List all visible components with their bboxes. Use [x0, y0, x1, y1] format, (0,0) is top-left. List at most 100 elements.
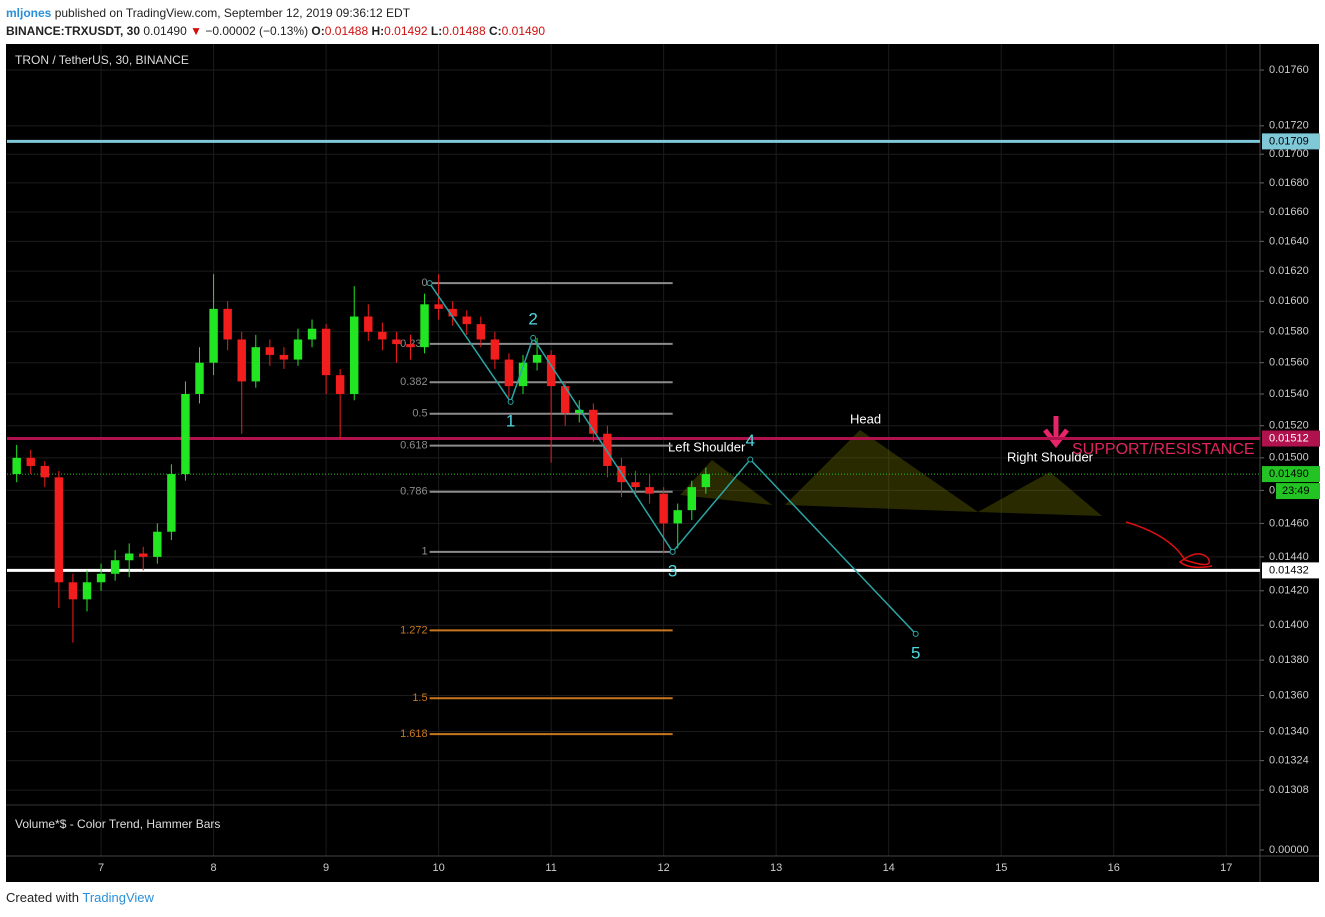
y-tick-label: 0.01540 — [1269, 388, 1309, 400]
x-tick-label: 7 — [98, 862, 104, 874]
candle-body — [139, 553, 148, 557]
brand: TradingView — [82, 890, 154, 905]
y-tick-label: 0.01440 — [1269, 551, 1309, 563]
wave-label: 5 — [911, 643, 920, 662]
price-box-label: 0.01490 — [1269, 468, 1309, 480]
y-tick-label: 0.01340 — [1269, 725, 1309, 737]
y-tick-label: 0.01324 — [1269, 755, 1309, 767]
wave-point — [912, 630, 919, 637]
author: mljones — [6, 6, 52, 20]
x-tick-label: 9 — [323, 862, 329, 874]
right-shoulder-shape — [978, 472, 1102, 516]
candle-body — [673, 510, 682, 524]
chart-bg — [6, 44, 1319, 882]
chart-title: TRON / TetherUS, 30, BINANCE — [15, 53, 189, 67]
x-tick-label: 12 — [658, 862, 670, 874]
wave-line — [428, 282, 917, 635]
candle-body — [12, 457, 21, 475]
y-tick-label: 0.01420 — [1269, 585, 1309, 597]
candle-body — [532, 354, 542, 363]
candle-body — [392, 339, 401, 345]
y-tick-label: 0.00000 — [1269, 844, 1309, 856]
header-line: mljones published on TradingView.com, Se… — [6, 4, 545, 22]
price-box — [1262, 133, 1320, 150]
candle-body — [307, 328, 317, 340]
candle-body — [490, 339, 500, 360]
wave-label: 2 — [528, 309, 537, 328]
candle-body — [223, 308, 232, 340]
candle-body — [96, 573, 106, 583]
price-box — [1262, 466, 1320, 483]
candle-body — [293, 339, 303, 360]
y-tick-label: 0.01400 — [1269, 619, 1309, 631]
header: mljones published on TradingView.com, Se… — [6, 4, 545, 40]
chart: TRON / TetherUS, 30, BINANCE Volume*$ - … — [6, 44, 1320, 882]
arrow-down — [1043, 416, 1069, 449]
candle-body — [462, 316, 471, 325]
candle-body — [54, 477, 64, 583]
candle-body — [575, 409, 584, 413]
candle-body — [434, 304, 443, 309]
y-tick-label: 0.01660 — [1269, 206, 1309, 218]
x-tick-label: 16 — [1108, 862, 1120, 874]
grid — [7, 44, 1260, 856]
c-label: C: — [488, 24, 502, 38]
annotation: Left Shoulder — [668, 439, 746, 454]
published: published on TradingView.com, September … — [54, 6, 411, 20]
candle-body — [237, 339, 246, 382]
candle-body — [504, 359, 514, 387]
y-tick-label: 0.01460 — [1269, 517, 1309, 529]
annotation: Right Shoulder — [1007, 449, 1094, 464]
candle-body — [560, 386, 570, 413]
candle-body — [589, 409, 598, 434]
fib-label: 0.5 — [412, 408, 427, 420]
doodle — [1125, 521, 1213, 569]
candle-body — [321, 328, 331, 376]
x-tick-label: 15 — [995, 862, 1007, 874]
footer: Created with TradingView — [6, 890, 154, 905]
wave-point — [530, 334, 537, 341]
fib-label: 1.272 — [400, 624, 428, 636]
wave-point — [507, 398, 514, 405]
wave-point — [426, 280, 433, 287]
candle-body — [420, 304, 429, 348]
fib-label: 0.786 — [400, 486, 428, 498]
candle-body — [68, 582, 78, 600]
h-label: H: — [371, 24, 385, 38]
wave-label: 3 — [668, 561, 677, 580]
candle-body — [476, 324, 486, 340]
candle-body — [265, 347, 275, 355]
annotation: Head — [850, 411, 881, 426]
candle-body — [209, 308, 218, 363]
wave-label: 4 — [746, 431, 755, 450]
candle-body — [40, 465, 50, 478]
candle-body — [518, 362, 528, 387]
candle-body — [110, 560, 120, 574]
candle-body — [181, 393, 190, 475]
left-shoulder-shape — [680, 460, 772, 505]
candle-body — [603, 433, 612, 466]
o: 0.01488 — [324, 24, 369, 38]
candle-body — [701, 474, 711, 488]
c: 0.01490 — [501, 24, 546, 38]
y-tick-label: 0.01760 — [1269, 64, 1309, 76]
candle-body — [659, 493, 668, 524]
h: 0.01492 — [384, 24, 428, 38]
wave-point — [669, 548, 676, 555]
symbol: BINANCE:TRXUSDT, 30 — [6, 24, 141, 38]
candle-body — [153, 531, 162, 557]
candle-body — [82, 582, 92, 600]
header-line: BINANCE:TRXUSDT, 30 0.01490 ▼ −0.00002 (… — [6, 22, 545, 40]
l: 0.01488 — [442, 24, 486, 38]
x-tick-label: 17 — [1220, 862, 1232, 874]
y-tick-label: 0.01580 — [1269, 326, 1309, 338]
wave-point — [747, 456, 754, 463]
y-tick-label: 0.01600 — [1269, 295, 1309, 307]
candle-body — [335, 375, 345, 394]
candle-body — [364, 316, 373, 332]
fib-label: 0.618 — [400, 440, 428, 452]
x-tick-label: 14 — [883, 862, 895, 874]
arrow: ▼ — [190, 24, 202, 38]
fib-label: 1.5 — [412, 692, 427, 704]
